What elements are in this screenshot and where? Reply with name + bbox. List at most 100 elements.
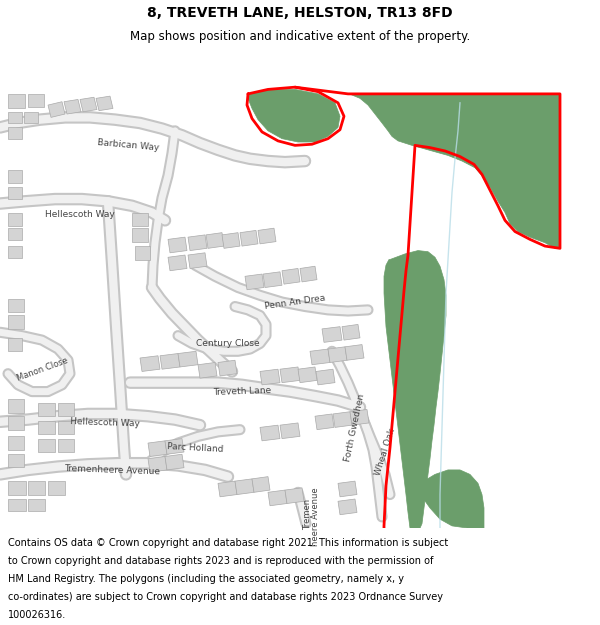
Polygon shape: [245, 274, 264, 290]
Polygon shape: [38, 421, 55, 434]
Polygon shape: [252, 477, 270, 492]
Text: Map shows position and indicative extent of the property.: Map shows position and indicative extent…: [130, 30, 470, 43]
Polygon shape: [345, 344, 364, 360]
Polygon shape: [280, 423, 300, 439]
Polygon shape: [338, 481, 357, 497]
Polygon shape: [322, 327, 342, 342]
Polygon shape: [285, 488, 304, 504]
Polygon shape: [338, 499, 357, 515]
Polygon shape: [165, 454, 184, 470]
Polygon shape: [24, 112, 38, 123]
Polygon shape: [280, 367, 300, 382]
Polygon shape: [165, 439, 184, 454]
Polygon shape: [268, 490, 287, 506]
Text: to Crown copyright and database rights 2023 and is reproduced with the permissio: to Crown copyright and database rights 2…: [8, 556, 433, 566]
Polygon shape: [310, 349, 330, 365]
Polygon shape: [235, 479, 254, 494]
Polygon shape: [28, 481, 45, 494]
Polygon shape: [8, 112, 22, 123]
Polygon shape: [80, 98, 97, 112]
Polygon shape: [132, 228, 148, 242]
Polygon shape: [282, 269, 300, 284]
Text: co-ordinates) are subject to Crown copyright and database rights 2023 Ordnance S: co-ordinates) are subject to Crown copyr…: [8, 592, 443, 602]
Polygon shape: [342, 324, 360, 340]
Text: Century Close: Century Close: [196, 339, 260, 348]
Text: Penn An Drea: Penn An Drea: [264, 293, 326, 311]
Polygon shape: [333, 412, 352, 428]
Polygon shape: [240, 231, 258, 246]
Text: Hellescoth Way: Hellescoth Way: [45, 210, 115, 219]
Polygon shape: [28, 94, 44, 108]
Polygon shape: [316, 369, 335, 385]
Text: Manon Close: Manon Close: [15, 356, 69, 382]
Polygon shape: [48, 102, 65, 118]
Polygon shape: [218, 481, 237, 497]
Text: heere Avenue: heere Avenue: [311, 488, 320, 546]
Polygon shape: [260, 369, 280, 385]
Polygon shape: [188, 235, 207, 251]
Polygon shape: [222, 232, 240, 248]
Polygon shape: [8, 228, 22, 241]
Text: 100026316.: 100026316.: [8, 609, 66, 619]
Polygon shape: [8, 316, 24, 329]
Polygon shape: [28, 499, 45, 511]
Polygon shape: [132, 213, 148, 226]
Polygon shape: [160, 354, 180, 369]
Text: Tremenheere Avenue: Tremenheere Avenue: [64, 464, 160, 476]
Polygon shape: [8, 399, 24, 413]
Polygon shape: [188, 253, 207, 269]
Text: Parc Holland: Parc Holland: [167, 442, 223, 454]
Polygon shape: [206, 232, 224, 248]
Polygon shape: [350, 409, 369, 425]
Polygon shape: [218, 360, 237, 376]
Polygon shape: [148, 441, 167, 456]
Polygon shape: [328, 347, 347, 362]
Polygon shape: [38, 402, 55, 416]
Text: HM Land Registry. The polygons (including the associated geometry, namely x, y: HM Land Registry. The polygons (includin…: [8, 574, 404, 584]
Polygon shape: [58, 421, 74, 434]
Polygon shape: [168, 237, 187, 252]
Polygon shape: [58, 439, 74, 452]
Polygon shape: [38, 439, 55, 452]
Text: Tremen: Tremen: [304, 499, 313, 530]
Text: Contains OS data © Crown copyright and database right 2021. This information is : Contains OS data © Crown copyright and d…: [8, 538, 448, 548]
Polygon shape: [8, 416, 24, 429]
Polygon shape: [248, 89, 340, 142]
Polygon shape: [8, 246, 22, 258]
Polygon shape: [140, 356, 160, 371]
Polygon shape: [8, 187, 22, 199]
Polygon shape: [178, 351, 198, 367]
Polygon shape: [348, 94, 560, 248]
Polygon shape: [148, 456, 167, 472]
Text: Forth Gwedhen: Forth Gwedhen: [343, 392, 367, 462]
Text: Treveth Lane: Treveth Lane: [213, 386, 271, 397]
Text: Wheal Oak: Wheal Oak: [373, 428, 397, 477]
Polygon shape: [8, 481, 26, 494]
Polygon shape: [8, 213, 22, 226]
Polygon shape: [298, 367, 317, 382]
Polygon shape: [198, 362, 217, 378]
Polygon shape: [420, 470, 484, 528]
Polygon shape: [315, 414, 334, 429]
Polygon shape: [263, 272, 282, 288]
Polygon shape: [8, 436, 24, 450]
Polygon shape: [168, 255, 187, 271]
Polygon shape: [300, 266, 317, 282]
Polygon shape: [384, 251, 446, 528]
Text: Barbican Way: Barbican Way: [97, 138, 159, 152]
Polygon shape: [8, 299, 24, 312]
Polygon shape: [8, 454, 24, 467]
Polygon shape: [8, 170, 22, 183]
Polygon shape: [96, 96, 113, 111]
Polygon shape: [8, 127, 22, 139]
Polygon shape: [64, 99, 81, 114]
Text: 8, TREVETH LANE, HELSTON, TR13 8FD: 8, TREVETH LANE, HELSTON, TR13 8FD: [147, 6, 453, 20]
Polygon shape: [8, 499, 26, 511]
Polygon shape: [48, 481, 65, 494]
Text: Hellescoth Way: Hellescoth Way: [70, 418, 140, 429]
Polygon shape: [8, 338, 22, 351]
Polygon shape: [135, 246, 150, 259]
Polygon shape: [8, 94, 25, 108]
Polygon shape: [260, 425, 280, 441]
Polygon shape: [58, 402, 74, 416]
